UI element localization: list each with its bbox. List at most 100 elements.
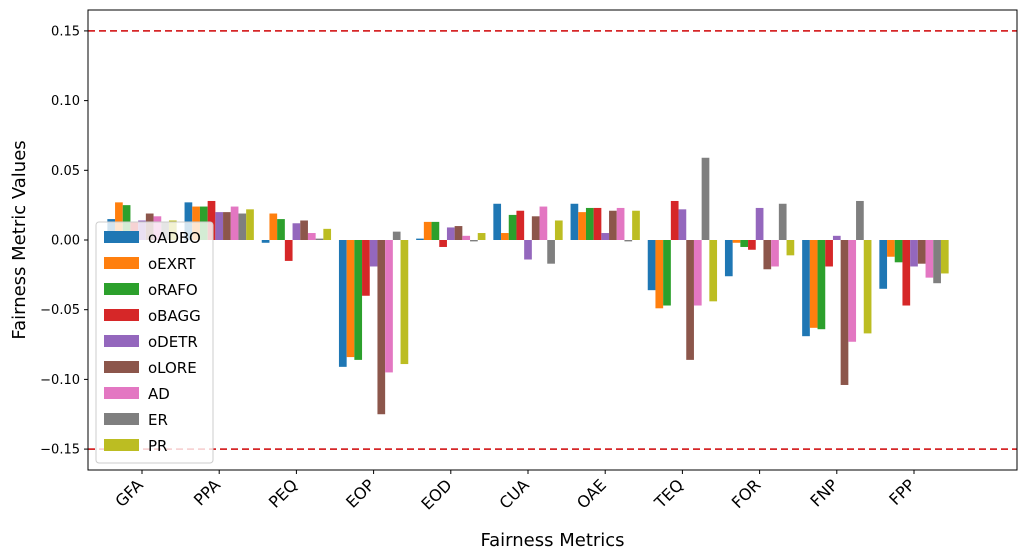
bar-PR-EOD xyxy=(477,233,486,240)
bar-oDETR-CUA xyxy=(524,240,532,260)
bar-ER-TEQ xyxy=(701,157,710,240)
legend-swatch xyxy=(104,439,139,451)
reference-lines xyxy=(88,30,1017,450)
bar-oDETR-EOD xyxy=(446,227,455,240)
bar-AD-PPA xyxy=(230,206,239,240)
legend-swatch xyxy=(104,231,139,243)
y-axis-label: Fairness Metric Values xyxy=(9,140,30,339)
bar-oLORE-FOR xyxy=(763,240,772,270)
bar-oBAGG-PPA xyxy=(207,200,216,240)
legend-label: oADBO xyxy=(148,229,201,247)
x-tick-label: CUA xyxy=(495,475,532,512)
bar-oLORE-PPA xyxy=(223,212,231,240)
x-tick-label: TEQ xyxy=(650,475,687,512)
x-tick-label: GFA xyxy=(111,475,146,510)
plot-frame xyxy=(87,9,1018,471)
bar-oLORE-EOP xyxy=(377,240,386,415)
bar-oDETR-FOR xyxy=(755,207,764,240)
bar-oDETR-FNP xyxy=(832,235,841,240)
bar-oDETR-PPA xyxy=(215,212,224,240)
bar-oLORE-TEQ xyxy=(686,240,694,360)
legend-label: AD xyxy=(148,385,170,403)
x-tick-label: FOR xyxy=(728,475,765,512)
bar-oBAGG-EOP xyxy=(362,240,370,296)
bar-ER-FPP xyxy=(933,240,941,284)
bar-oBAGG-EOD xyxy=(439,240,447,247)
bar-oLORE-FPP xyxy=(917,240,926,264)
bar-oRAFO-OAE xyxy=(585,207,594,240)
bar-oADBO-EOP xyxy=(338,240,347,367)
bar-PR-CUA xyxy=(554,220,563,240)
bar-oADBO-FNP xyxy=(802,240,810,337)
bar-oLORE-EOD xyxy=(454,226,463,240)
y-tick-label: 0.15 xyxy=(51,24,80,39)
bar-ER-CUA xyxy=(547,240,555,264)
bar-PR-PPA xyxy=(246,209,254,240)
bar-oADBO-EOD xyxy=(416,238,424,240)
bar-oBAGG-TEQ xyxy=(670,200,679,240)
x-axis-label: Fairness Metrics xyxy=(480,530,624,551)
bar-oEXRT-GFA xyxy=(115,202,123,240)
bar-oRAFO-FOR xyxy=(740,240,749,247)
bar-oEXRT-FNP xyxy=(809,240,818,328)
bar-AD-FNP xyxy=(848,240,857,342)
x-tick-label: PEQ xyxy=(265,475,301,511)
y-axis: −0.15 −0.10 −0.05 0.00 0.05 0.10 0.15 xyxy=(40,24,88,458)
legend-swatch xyxy=(104,283,139,295)
bar-oADBO-PEQ xyxy=(261,240,270,243)
legend: oADBO oEXRT oRAFO oBAGG oDETR oLORE AD ER PR xyxy=(95,221,214,464)
bar-oADBO-TEQ xyxy=(647,240,656,291)
bar-oBAGG-PEQ xyxy=(284,240,293,261)
bar-PR-FOR xyxy=(786,240,795,256)
bar-oLORE-CUA xyxy=(531,216,540,240)
bar-oADBO-FOR xyxy=(724,240,733,277)
bar-oEXRT-PEQ xyxy=(269,213,278,240)
bar-oBAGG-CUA xyxy=(516,210,525,240)
bar-oRAFO-FPP xyxy=(894,240,903,263)
bar-oLORE-OAE xyxy=(609,210,617,240)
bar-oBAGG-OAE xyxy=(593,207,602,240)
bar-oEXRT-EOD xyxy=(423,221,432,240)
x-tick-label: PPA xyxy=(190,475,224,509)
bar-oDETR-TEQ xyxy=(678,209,687,240)
bar-oDETR-PEQ xyxy=(292,223,301,240)
legend-label: oRAFO xyxy=(148,281,198,299)
bar-oRAFO-CUA xyxy=(508,214,517,240)
bar-oRAFO-FNP xyxy=(817,240,826,330)
bar-ER-PPA xyxy=(238,213,247,240)
bar-oDETR-EOP xyxy=(369,240,378,267)
bar-PR-EOP xyxy=(400,240,409,365)
legend-swatch xyxy=(104,309,139,321)
legend-label: oBAGG xyxy=(148,307,201,325)
bar-oRAFO-TEQ xyxy=(663,240,671,306)
bar-oEXRT-FPP xyxy=(887,240,895,257)
y-tick-label: 0.00 xyxy=(51,234,80,249)
bar-AD-FOR xyxy=(771,240,779,267)
bar-ER-OAE xyxy=(624,240,633,242)
bar-oDETR-OAE xyxy=(601,233,610,240)
bars-layer xyxy=(107,157,949,415)
bar-oRAFO-EOD xyxy=(431,221,440,240)
x-tick-label: FNP xyxy=(806,475,841,510)
bar-oADBO-PPA xyxy=(184,202,193,240)
bar-PR-OAE xyxy=(632,210,640,240)
bar-oEXRT-OAE xyxy=(578,212,586,240)
bar-oADBO-OAE xyxy=(570,203,579,240)
bar-oRAFO-EOP xyxy=(354,240,363,360)
bar-oDETR-FPP xyxy=(910,240,918,267)
bar-oADBO-CUA xyxy=(493,203,502,240)
bar-oLORE-FNP xyxy=(840,240,849,385)
bar-PR-TEQ xyxy=(709,240,718,302)
legend-swatch xyxy=(104,361,139,373)
bar-PR-FPP xyxy=(940,240,949,274)
y-tick-label: −0.10 xyxy=(40,373,80,388)
y-tick-label: 0.05 xyxy=(51,164,80,179)
bar-oADBO-FPP xyxy=(879,240,888,289)
y-tick-label: −0.15 xyxy=(40,443,80,458)
legend-swatch xyxy=(104,413,139,425)
x-axis: GFA PPA PEQ EOP EOD CUA OAE TEQ FOR FNP FPP xyxy=(111,470,919,514)
bar-ER-FNP xyxy=(856,200,864,240)
legend-label: ER xyxy=(148,411,168,429)
x-tick-label: OAE xyxy=(573,475,610,512)
